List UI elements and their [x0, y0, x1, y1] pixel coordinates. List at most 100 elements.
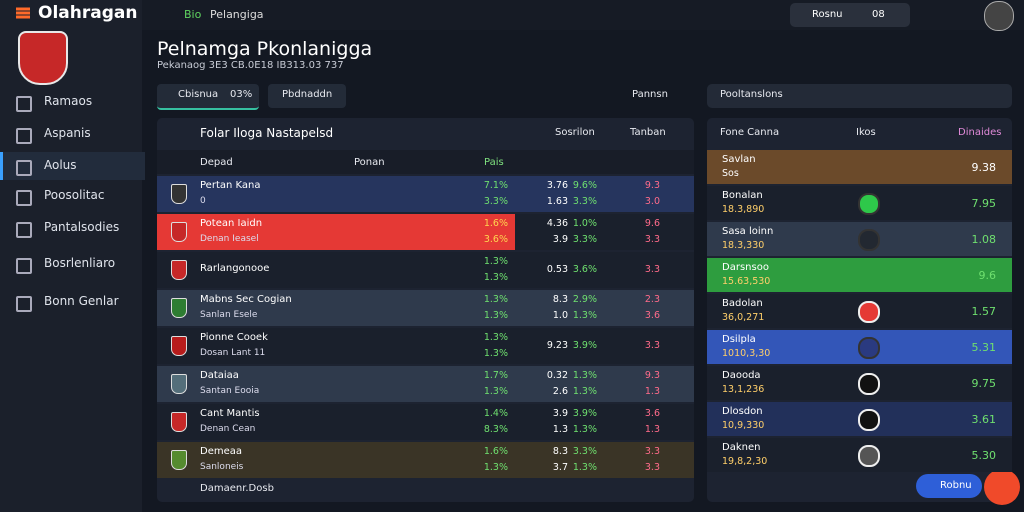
tab[interactable] — [157, 84, 259, 110]
team-sub: Santan Eooia — [200, 386, 260, 396]
team-sub: Denan Cean — [200, 424, 256, 434]
stat: 1.3% — [483, 272, 508, 283]
tab[interactable] — [268, 84, 346, 108]
stat: 2.9% — [572, 294, 597, 305]
team-name: Demeaa — [200, 446, 243, 457]
side-value: 3.61 — [971, 413, 997, 426]
stat: 8.3 — [552, 446, 568, 457]
side-value: 1.08 — [971, 233, 997, 246]
stat: 0.53 — [546, 264, 568, 275]
stat: 1.6% — [483, 446, 508, 457]
nav-item[interactable]: Aolus — [44, 158, 77, 172]
side-sub: 15.63,530 — [722, 276, 771, 287]
side-col: Fone Canna — [720, 127, 780, 138]
panel-tab[interactable]: Pooltanslons — [720, 89, 783, 100]
stat: 3.0 — [644, 196, 660, 207]
table-row[interactable] — [157, 366, 694, 402]
table-row[interactable] — [157, 442, 694, 478]
nav-item[interactable]: Bonn Genlar — [44, 294, 119, 308]
stat: 1.6% — [483, 218, 508, 229]
stat: 4.36 — [546, 218, 568, 229]
panel-tab-bar[interactable] — [707, 84, 1012, 108]
page-subtitle: Pekanaog 3E3 CB.0E18 IB313.03 737 — [157, 60, 344, 71]
side-row[interactable] — [707, 258, 1012, 292]
col-subheader: Ponan — [354, 157, 385, 168]
team-name: Pionne Cooek — [200, 332, 268, 343]
stat: 3.9% — [572, 408, 597, 419]
topbar-title: Pelangiga — [210, 8, 264, 21]
team-sub: Denan Ieasel — [200, 234, 259, 244]
team-sub: Sanlan Esele — [200, 310, 258, 320]
tab-label: Cbisnua — [178, 89, 219, 100]
side-name: Badolan — [722, 298, 763, 309]
team-badge — [171, 260, 187, 280]
side-value: 1.57 — [971, 305, 997, 318]
side-value: 7.95 — [971, 197, 997, 210]
table-row[interactable] — [157, 404, 694, 440]
stat: 8.3% — [483, 424, 508, 435]
side-row[interactable] — [707, 150, 1012, 184]
tab-badge: 03% — [230, 89, 253, 100]
nav-icon — [16, 96, 32, 112]
nav-item[interactable]: Bosrlenliaro — [44, 256, 116, 270]
table-row[interactable] — [157, 290, 694, 326]
side-name: Darsnsoo — [722, 262, 769, 273]
table-row[interactable] — [157, 252, 694, 288]
team-badge — [171, 374, 187, 394]
stat: 9.23 — [546, 340, 568, 351]
action-button[interactable] — [916, 474, 982, 498]
side-value: 5.30 — [971, 449, 997, 462]
side-value: 5.31 — [971, 341, 997, 354]
stat: 8.3 — [552, 294, 568, 305]
team-name: Dataiaa — [200, 370, 239, 381]
status-dot — [858, 373, 880, 395]
side-name: Savlan — [722, 154, 756, 165]
team-sub: Dosan Lant 11 — [200, 348, 266, 358]
stat: 9.6 — [644, 218, 660, 229]
team-name: Pertan Kana — [200, 180, 261, 191]
stat: 1.0 — [552, 310, 568, 321]
side-sub: 18.3,890 — [722, 204, 765, 215]
team-badge — [171, 222, 187, 242]
fab[interactable] — [984, 469, 1020, 505]
stat: 1.7% — [483, 370, 508, 381]
topbar-button[interactable]: Rosnu — [812, 9, 843, 20]
nav-icon — [16, 160, 32, 176]
nav-item[interactable]: Aspanis — [44, 126, 91, 140]
side-value: 9.38 — [971, 161, 997, 174]
nav-item[interactable]: Poosolitac — [44, 188, 105, 202]
stat: 1.3% — [572, 370, 597, 381]
col-header: Sosrilon — [555, 127, 595, 138]
side-value: 9.6 — [978, 269, 997, 282]
nav-item[interactable]: Ramaos — [44, 94, 93, 108]
team-badge — [171, 336, 187, 356]
table-row[interactable] — [157, 328, 694, 364]
stat: 2.6 — [552, 386, 568, 397]
stat: 1.3% — [483, 294, 508, 305]
stat: 1.3 — [644, 424, 660, 435]
stat: 3.3% — [483, 196, 508, 207]
side-sub: 19,8,2,30 — [722, 456, 768, 467]
stat: 9.6% — [572, 180, 597, 191]
side-name: Sasa loinn — [722, 226, 774, 237]
team-badge — [171, 298, 187, 318]
nav-item[interactable]: Pantalsodies — [44, 220, 120, 234]
side-name: Bonalan — [722, 190, 763, 201]
stat: 1.3% — [483, 462, 508, 473]
stat: 3.9 — [552, 408, 568, 419]
status-dot — [858, 409, 880, 431]
stat: 1.4% — [483, 408, 508, 419]
subheader-row — [157, 150, 694, 174]
user-avatar[interactable] — [984, 1, 1014, 31]
side-sub: 18.3,330 — [722, 240, 765, 251]
stat: 3.9% — [572, 340, 597, 351]
stat: 1.3 — [644, 386, 660, 397]
topbar-pill[interactable] — [790, 3, 910, 27]
table-row[interactable] — [157, 176, 694, 212]
stat: 1.3 — [552, 424, 568, 435]
filter[interactable]: Pannsn — [632, 89, 668, 100]
team-badge — [171, 450, 187, 470]
logo — [16, 7, 30, 19]
stat: 1.3% — [572, 462, 597, 473]
